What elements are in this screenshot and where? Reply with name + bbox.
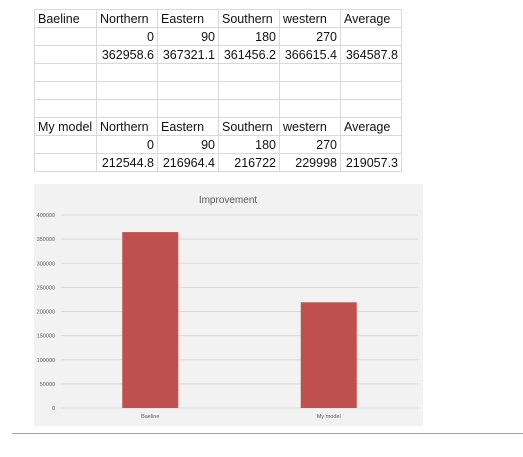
cell-average[interactable] bbox=[340, 99, 402, 118]
cell-western[interactable] bbox=[279, 81, 341, 100]
y-tick-label: 50000 bbox=[40, 382, 55, 388]
cell-eastern[interactable]: 90 bbox=[157, 135, 219, 154]
cell-row-label[interactable] bbox=[34, 81, 97, 100]
cell-southern[interactable] bbox=[218, 99, 280, 118]
cell-southern[interactable]: Southern bbox=[218, 117, 280, 136]
cell-row-label[interactable]: My model bbox=[34, 117, 97, 136]
cell-row-label[interactable] bbox=[34, 63, 97, 82]
cell-eastern[interactable]: 216964.4 bbox=[157, 153, 219, 172]
y-tick-label: 250000 bbox=[37, 285, 55, 291]
table-header-row: My model Northern Eastern Southern western Av… bbox=[34, 117, 402, 136]
cell-row-label[interactable] bbox=[34, 27, 97, 46]
cell-southern[interactable]: 180 bbox=[218, 135, 280, 154]
cell-southern[interactable]: 180 bbox=[218, 27, 280, 46]
cell-row-label[interactable]: Baeline bbox=[34, 9, 97, 28]
cell-southern[interactable] bbox=[218, 81, 280, 100]
cell-eastern[interactable] bbox=[157, 99, 219, 118]
page-divider bbox=[12, 433, 523, 434]
cell-row-label[interactable] bbox=[34, 45, 97, 64]
table-row bbox=[34, 63, 402, 82]
table-row: 0 90 180 270 bbox=[34, 135, 402, 154]
cell-eastern[interactable]: 367321.1 bbox=[157, 45, 219, 64]
cell-northern[interactable]: Northern bbox=[96, 9, 158, 28]
cell-eastern[interactable] bbox=[157, 81, 219, 100]
table-row bbox=[34, 99, 402, 118]
table-row bbox=[34, 81, 402, 100]
bar-my-model bbox=[300, 302, 357, 408]
x-tick-label: My model bbox=[317, 414, 341, 420]
y-tick-label: 100000 bbox=[37, 358, 55, 364]
cell-northern[interactable] bbox=[96, 63, 158, 82]
cell-western[interactable]: 270 bbox=[279, 27, 341, 46]
table-row: 0 90 180 270 bbox=[34, 27, 402, 46]
cell-western[interactable]: western bbox=[279, 117, 341, 136]
y-tick-label: 300000 bbox=[37, 261, 55, 267]
cell-western[interactable] bbox=[279, 99, 341, 118]
cell-eastern[interactable] bbox=[157, 63, 219, 82]
table-row: 212544.8 216964.4 216722 229998 219057.3 bbox=[34, 153, 402, 172]
cell-average[interactable] bbox=[340, 81, 402, 100]
cell-average[interactable]: Average bbox=[340, 9, 402, 28]
cell-northern[interactable]: Northern bbox=[96, 117, 158, 136]
chart-title: Improvement bbox=[199, 195, 258, 206]
cell-western[interactable]: western bbox=[279, 9, 341, 28]
cell-southern[interactable] bbox=[218, 63, 280, 82]
cell-southern[interactable]: 361456.2 bbox=[218, 45, 280, 64]
cell-average[interactable] bbox=[340, 63, 402, 82]
improvement-chart: Improvement 0 50000 100000 150000 200000 2500… bbox=[37, 195, 418, 420]
cell-row-label[interactable] bbox=[34, 135, 97, 154]
y-tick-label: 350000 bbox=[37, 237, 55, 243]
table-header-row: Baeline Northern Eastern Southern western Ave… bbox=[34, 9, 402, 28]
cell-northern[interactable] bbox=[96, 99, 158, 118]
cell-northern[interactable] bbox=[96, 81, 158, 100]
y-tick-label: 200000 bbox=[37, 310, 55, 316]
cell-eastern[interactable]: 90 bbox=[157, 27, 219, 46]
y-tick-label: 400000 bbox=[37, 213, 55, 219]
y-tick-label: 150000 bbox=[37, 334, 55, 340]
cell-average[interactable] bbox=[340, 27, 402, 46]
cell-western[interactable]: 270 bbox=[279, 135, 341, 154]
cell-northern[interactable]: 212544.8 bbox=[96, 153, 158, 172]
cell-northern[interactable]: 0 bbox=[96, 135, 158, 154]
cell-northern[interactable]: 362958.6 bbox=[96, 45, 158, 64]
cell-average[interactable]: 364587.8 bbox=[340, 45, 402, 64]
cell-eastern[interactable]: Eastern bbox=[157, 9, 219, 28]
cell-eastern[interactable]: Eastern bbox=[157, 117, 219, 136]
cell-southern[interactable]: Southern bbox=[218, 9, 280, 28]
cell-western[interactable] bbox=[279, 63, 341, 82]
cell-row-label[interactable] bbox=[34, 99, 97, 118]
cell-northern[interactable]: 0 bbox=[96, 27, 158, 46]
y-tick-label: 0 bbox=[52, 406, 55, 412]
cell-southern[interactable]: 216722 bbox=[218, 153, 280, 172]
table-row: 362958.6 367321.1 361456.2 366615.4 364587.8 bbox=[34, 45, 402, 64]
cell-western[interactable]: 366615.4 bbox=[279, 45, 341, 64]
x-tick-label: Baeline bbox=[141, 414, 159, 420]
chart-panel: Improvement 0 50000 100000 150000 200000 2500… bbox=[34, 184, 423, 426]
cell-average[interactable]: 219057.3 bbox=[340, 153, 402, 172]
cell-average[interactable] bbox=[340, 135, 402, 154]
cell-average[interactable]: Average bbox=[340, 117, 402, 136]
bar-baeline bbox=[122, 232, 179, 408]
cell-row-label[interactable] bbox=[34, 153, 97, 172]
cell-western[interactable]: 229998 bbox=[279, 153, 341, 172]
spreadsheet-table: Baeline Northern Eastern Southern western Ave… bbox=[34, 9, 402, 172]
